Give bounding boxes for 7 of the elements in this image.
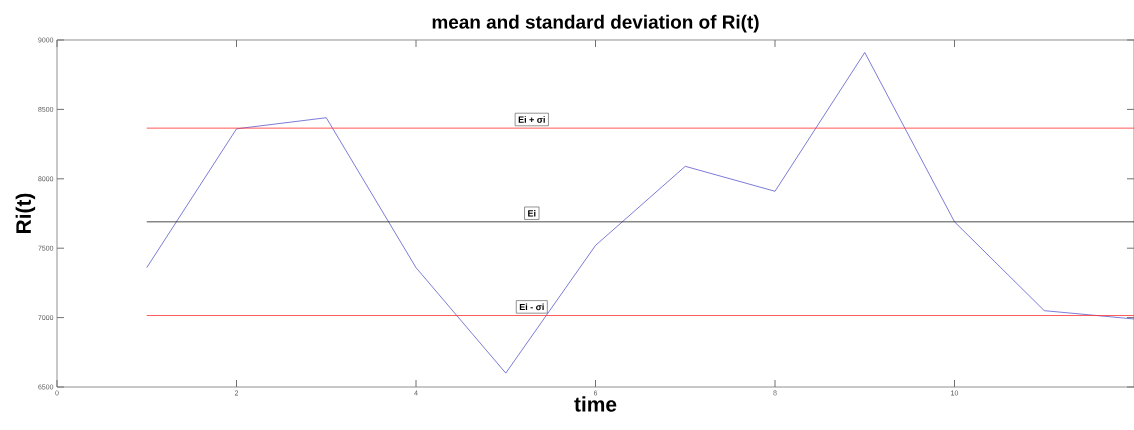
ref-line-label: Ei - σi — [519, 303, 544, 311]
y-axis-title: Ri(t) — [15, 193, 36, 233]
ref-line-label: Ei + σi — [518, 116, 545, 123]
ref-line-label: Ei — [528, 209, 536, 217]
x-axis-title: time — [574, 396, 617, 412]
chart-title: mean and standard deviation of Ri(t) — [432, 14, 759, 33]
line-series — [146, 52, 1134, 374]
